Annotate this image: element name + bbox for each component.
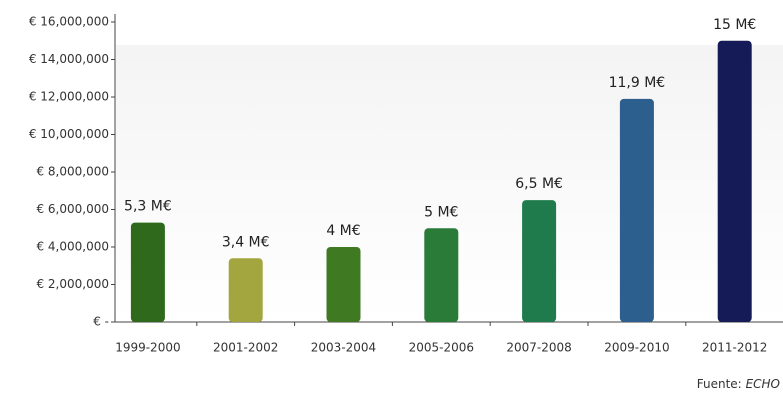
y-tick-label: € 2,000,000 bbox=[36, 277, 109, 291]
bar bbox=[717, 40, 752, 322]
y-tick-label: € - bbox=[93, 315, 109, 329]
source-prefix: Fuente: bbox=[697, 377, 742, 391]
bar bbox=[228, 258, 263, 322]
x-tick-label: 2001-2002 bbox=[213, 341, 278, 355]
x-tick-label: 2005-2006 bbox=[409, 341, 474, 355]
y-tick-label: € 4,000,000 bbox=[36, 240, 109, 254]
bar bbox=[619, 98, 654, 322]
bar bbox=[424, 228, 459, 322]
value-label: 5,3 M€ bbox=[124, 199, 172, 215]
source-note: Fuente: ECHO bbox=[697, 377, 780, 391]
value-label: 6,5 M€ bbox=[515, 176, 563, 192]
value-label: 4 M€ bbox=[326, 223, 360, 239]
y-tick-label: € 14,000,000 bbox=[29, 52, 109, 66]
x-tick-label: 2009-2010 bbox=[604, 341, 669, 355]
source-name: ECHO bbox=[746, 377, 780, 391]
value-label: 3,4 M€ bbox=[222, 234, 270, 250]
y-tick-label: € 10,000,000 bbox=[29, 127, 109, 141]
value-label: 11,9 M€ bbox=[609, 75, 666, 91]
x-tick-label: 2007-2008 bbox=[506, 341, 571, 355]
x-tick-label: 1999-2000 bbox=[115, 341, 180, 355]
bar bbox=[522, 200, 557, 322]
y-tick-label: € 6,000,000 bbox=[36, 202, 109, 216]
bar bbox=[130, 222, 165, 322]
value-label: 5 M€ bbox=[424, 204, 458, 220]
x-tick-label: 2011-2012 bbox=[702, 341, 767, 355]
y-tick-label: € 16,000,000 bbox=[29, 15, 109, 29]
y-tick-label: € 12,000,000 bbox=[29, 90, 109, 104]
value-label: 15 M€ bbox=[713, 17, 756, 33]
x-tick-label: 2003-2004 bbox=[311, 341, 376, 355]
y-tick-label: € 8,000,000 bbox=[36, 165, 109, 179]
bar bbox=[326, 247, 361, 322]
